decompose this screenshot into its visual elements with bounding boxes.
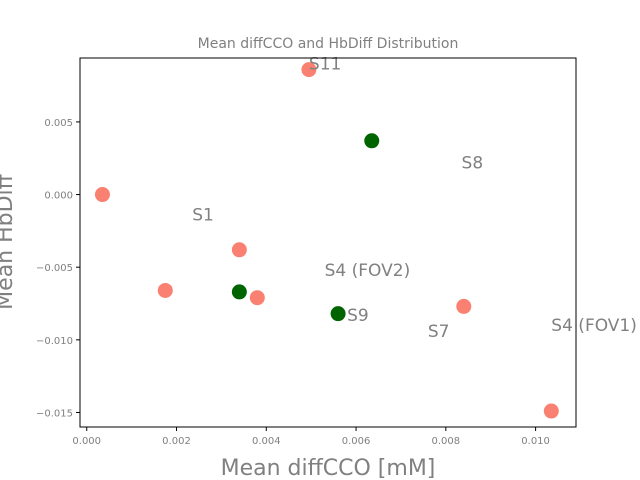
scatter-point-10 — [543, 403, 559, 419]
plot-frame — [79, 57, 577, 428]
x-tick-label: 0.002 — [162, 436, 191, 447]
x-tick-label: 0.004 — [252, 436, 281, 447]
scatter-point-2 — [157, 282, 173, 298]
scatter-point-8 — [364, 133, 380, 149]
annotation-label: S4 (FOV2) — [325, 261, 411, 281]
annotation-label: S9 — [347, 306, 369, 326]
scatter-point-6 — [301, 62, 317, 78]
scatter-point-5 — [249, 290, 265, 306]
x-tick-label: 0.008 — [432, 436, 461, 447]
scatter-point-7 — [330, 306, 346, 322]
x-axis-label: Mean diffCCO [mM] — [221, 456, 436, 480]
annotation-label: S11 — [309, 55, 341, 75]
x-tick-label: 0.006 — [342, 436, 371, 447]
chart-title: Mean diffCCO and HbDiff Distribution — [198, 36, 459, 52]
x-tick-label: 0.010 — [521, 436, 550, 447]
scatter-point-9 — [456, 298, 472, 314]
annotation-label: S4 (FOV1) — [551, 316, 637, 336]
y-tick-label: −0.005 — [36, 263, 73, 274]
x-tick-label: 0.000 — [72, 436, 101, 447]
y-tick-label: 0.005 — [44, 118, 73, 129]
scatter-point-4 — [231, 284, 247, 300]
scatter-point-3 — [231, 242, 247, 258]
y-axis-label: Mean HbDiff — [0, 173, 18, 309]
annotation-label: S1 — [192, 206, 214, 226]
scatter-point-1 — [94, 187, 110, 203]
y-tick-label: 0.000 — [44, 191, 73, 202]
annotation-label: S8 — [462, 153, 484, 173]
y-tick-label: −0.015 — [36, 408, 73, 419]
y-tick-label: −0.010 — [36, 336, 73, 347]
annotation-label: S7 — [428, 322, 450, 342]
